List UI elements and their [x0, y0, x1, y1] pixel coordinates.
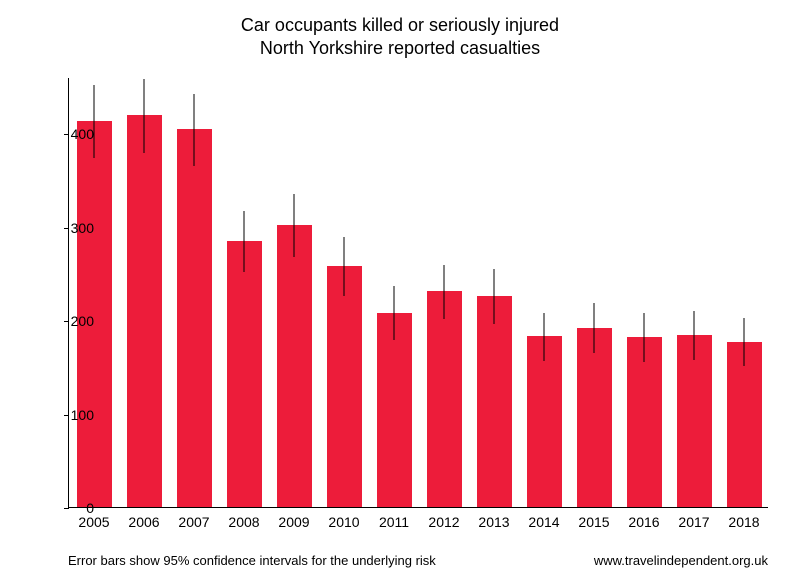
ytick-label: 300 [71, 220, 94, 236]
error-bar [744, 318, 745, 366]
ytick-label: 400 [71, 126, 94, 142]
bar [127, 115, 162, 507]
chart-title-line2: North Yorkshire reported casualties [0, 37, 800, 60]
error-bar [244, 211, 245, 273]
error-bar [294, 194, 295, 258]
footer-note: Error bars show 95% confidence intervals… [68, 553, 436, 568]
ytick-mark [64, 228, 69, 229]
ytick-label: 200 [71, 313, 94, 329]
ytick-label: 100 [71, 407, 94, 423]
error-bar [594, 303, 595, 353]
xtick-label: 2014 [528, 514, 559, 530]
bar [627, 337, 662, 507]
xtick-label: 2008 [228, 514, 259, 530]
error-bar [394, 286, 395, 339]
ytick-mark [64, 415, 69, 416]
xtick-label: 2009 [278, 514, 309, 530]
bar [577, 328, 612, 507]
error-bar [694, 311, 695, 361]
error-bar [444, 265, 445, 319]
error-bar [644, 313, 645, 363]
error-bar [194, 94, 195, 166]
error-bar [494, 269, 495, 324]
bar [427, 291, 462, 507]
ytick-mark [64, 508, 69, 509]
plot-area: 2005200620072008200920102011201220132014… [68, 78, 768, 508]
xtick-label: 2006 [128, 514, 159, 530]
footer-source: www.travelindependent.org.uk [594, 553, 768, 568]
xtick-label: 2016 [628, 514, 659, 530]
xtick-label: 2012 [428, 514, 459, 530]
xtick-label: 2013 [478, 514, 509, 530]
bar [227, 241, 262, 507]
ytick-mark [64, 134, 69, 135]
xtick-label: 2018 [728, 514, 759, 530]
xtick-label: 2015 [578, 514, 609, 530]
ytick-label: 0 [86, 500, 94, 516]
chart-title-line1: Car occupants killed or seriously injure… [0, 14, 800, 37]
bar [677, 335, 712, 507]
error-bar [94, 85, 95, 158]
chart-title: Car occupants killed or seriously injure… [0, 14, 800, 59]
bar [727, 342, 762, 507]
bar [327, 266, 362, 507]
bar [377, 313, 412, 507]
error-bar [144, 79, 145, 153]
xtick-label: 2017 [678, 514, 709, 530]
bar [527, 336, 562, 507]
xtick-label: 2007 [178, 514, 209, 530]
bar [277, 225, 312, 507]
bar [177, 129, 212, 507]
bar [477, 296, 512, 507]
xtick-label: 2005 [78, 514, 109, 530]
ytick-mark [64, 321, 69, 322]
error-bar [544, 313, 545, 362]
xtick-label: 2011 [379, 514, 409, 530]
error-bar [344, 237, 345, 296]
xtick-label: 2010 [328, 514, 359, 530]
